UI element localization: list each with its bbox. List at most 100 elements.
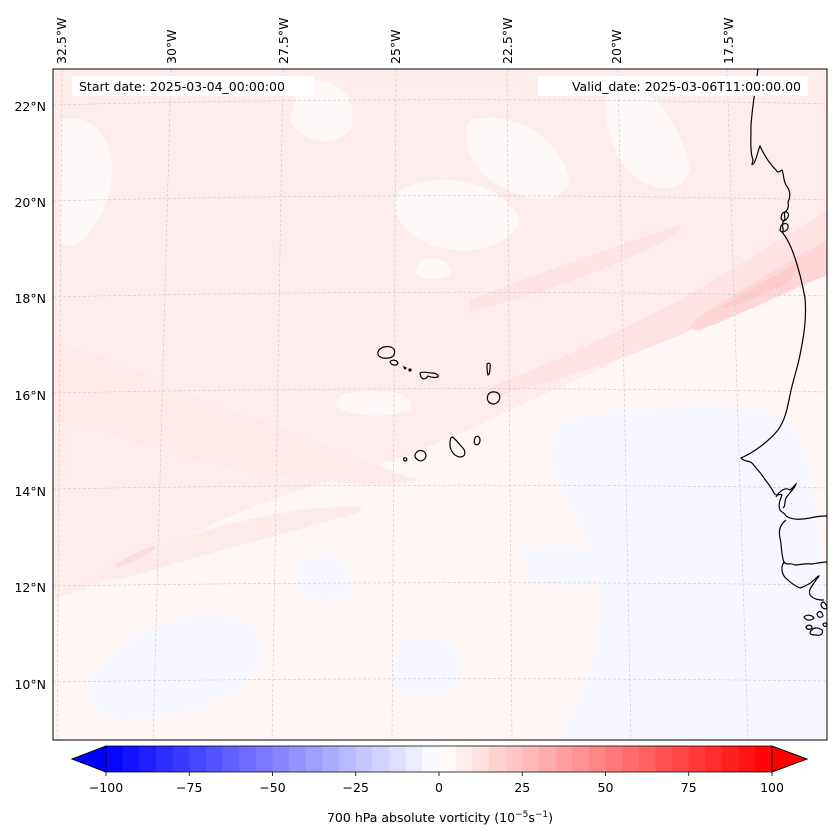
colorbar-segment [405, 746, 423, 772]
gridline-lat-16 [53, 388, 827, 394]
colorbar-tick-label: −100 [89, 780, 123, 795]
colorbar-segment [505, 746, 523, 772]
colorbar-segment [638, 746, 656, 772]
colorbar-segment [272, 746, 290, 772]
coastlines [377, 346, 501, 462]
coastline-bijagos-1 [803, 614, 815, 621]
colorbar-segment [339, 746, 357, 772]
colorbar-ticks: −100 −75 −50 −25 0 25 50 75 100 [89, 772, 784, 795]
colorbar-segment [472, 746, 490, 772]
colorbar: −100 −75 −50 −25 0 25 50 75 100 700 hPa absolute… [70, 745, 809, 825]
coastline-bijagos-3 [805, 624, 813, 630]
gridline-lon-22.5 [506, 69, 513, 740]
island-fogo [414, 449, 427, 462]
island-maio [473, 435, 481, 446]
colorbar-segment [205, 746, 223, 772]
field-contour-negative [550, 405, 827, 740]
colorbar-segment [172, 746, 190, 772]
lat-label-18N: 18°N [14, 291, 46, 306]
colorbar-segments [106, 746, 773, 772]
gridline-lat-14 [53, 484, 827, 490]
colorbar-label-exp2: −1 [535, 810, 548, 820]
colorbar-segment [239, 746, 257, 772]
lon-label-30W: 30°W [164, 29, 179, 64]
field-contour-weak [335, 390, 412, 416]
colorbar-segment [738, 746, 756, 772]
vorticity-field [53, 69, 827, 740]
colorbar-tick-label: 50 [598, 780, 614, 795]
colorbar-segment [255, 746, 273, 772]
start-date-box [72, 76, 314, 96]
gridline-lon-25 [391, 69, 397, 740]
island-sao-nicolau [419, 371, 439, 380]
colorbar-tick-label: −50 [259, 780, 285, 795]
coastline-bijagos-2 [816, 610, 824, 618]
colorbar-segment [522, 746, 540, 772]
valid-date-box [538, 76, 808, 96]
coastline-mauritania-senegal [740, 69, 807, 517]
latitude-labels: 22°N 20°N 18°N 16°N 14°N 12°N 10°N [14, 99, 46, 692]
colorbar-segment [538, 746, 556, 772]
colorbar-segment [705, 746, 723, 772]
lat-label-16N: 16°N [14, 388, 46, 403]
colorbar-segment [622, 746, 640, 772]
island-boa-vista [486, 391, 501, 405]
colorbar-segment [372, 746, 390, 772]
start-date-label: Start date: 2025-03-04_00:00:00 [79, 79, 285, 94]
lat-label-14N: 14°N [14, 484, 46, 499]
island-sal [486, 362, 491, 376]
island-santa-luzia [402, 365, 408, 371]
colorbar-segment [289, 746, 307, 772]
gridline-lon-30 [152, 69, 172, 740]
colorbar-segment [322, 746, 340, 772]
lon-label-20W: 20°W [609, 29, 624, 64]
coastline-bijagos-5 [820, 601, 827, 610]
colorbar-tick-label: 0 [435, 780, 443, 795]
coastline-casamance [778, 519, 827, 566]
colorbar-segment [106, 746, 124, 772]
colorbar-tick-label: 100 [760, 780, 784, 795]
field-contour-negative [295, 556, 352, 601]
colorbar-segment [572, 746, 590, 772]
lon-label-22.5W: 22.5°W [500, 18, 515, 64]
colorbar-segment [439, 746, 457, 772]
field-contour-positive [115, 545, 158, 568]
field-contour-positive [53, 340, 420, 485]
coastline-arguin-2 [779, 222, 789, 233]
island-santiago [449, 436, 466, 458]
field-contour-negative [390, 637, 462, 695]
colorbar-tick-label: 75 [681, 780, 697, 795]
colorbar-segment [488, 746, 506, 772]
colorbar-segment [655, 746, 673, 772]
colorbar-label-exp1: −5 [515, 810, 528, 820]
field-contour-positive [720, 262, 800, 309]
coastline-gambia-estuary [775, 482, 798, 509]
map-frame [52, 68, 828, 741]
colorbar-segment [455, 746, 473, 772]
field-contour-weak [60, 118, 112, 247]
field-contour-weak [604, 80, 690, 189]
lon-label-25W: 25°W [388, 29, 403, 64]
gridlines [53, 69, 827, 740]
field-contour-negative [88, 614, 262, 720]
africa-coastline [740, 69, 827, 636]
colorbar-segment [588, 746, 606, 772]
colorbar-segment [189, 746, 207, 772]
colorbar-extend-min [70, 745, 107, 773]
lat-label-20N: 20°N [14, 195, 46, 210]
gridline-lon-17.5 [726, 69, 749, 740]
field-contour-weak [395, 180, 520, 251]
colorbar-segment [555, 746, 573, 772]
longitude-labels: 32.5°W 30°W 27.5°W 25°W 22.5°W 20°W 17.5… [54, 18, 736, 64]
colorbar-segment [688, 746, 706, 772]
island-raso [408, 368, 412, 372]
colorbar-segment [222, 746, 240, 772]
lon-label-17.5W: 17.5°W [721, 18, 736, 64]
valid-date-label: Valid_date: 2025-03-06T11:00:00.00 [572, 79, 801, 94]
colorbar-segment [605, 746, 623, 772]
lat-label-10N: 10°N [14, 677, 46, 692]
island-santo-antao [377, 346, 396, 359]
colorbar-segment [422, 746, 440, 772]
colorbar-segment [305, 746, 323, 772]
